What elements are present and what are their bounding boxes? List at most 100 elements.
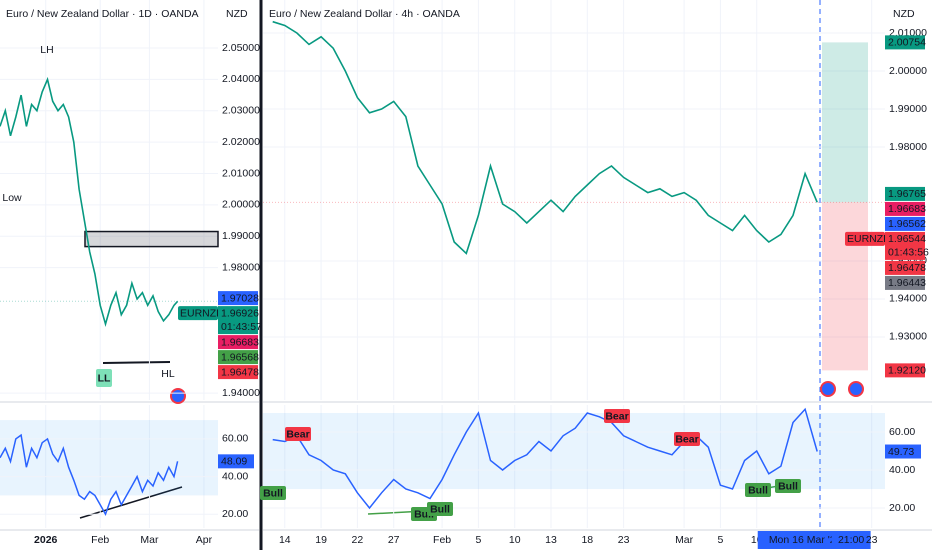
price-tag-bg [885, 216, 925, 231]
event-icon[interactable] [848, 381, 864, 397]
trendline [79, 486, 183, 519]
currency-label: NZD [226, 8, 248, 20]
x-tick-label: 14 [279, 534, 291, 546]
last-price-tag-bg [218, 306, 258, 335]
rsi-last-bg [885, 444, 921, 459]
annotation-bg [96, 369, 112, 387]
stop-loss-tag-bg [885, 363, 925, 378]
event-icon[interactable] [170, 388, 186, 404]
y-tick-label: 1.98000 [889, 141, 927, 153]
rsi-last-label: 49.73 [888, 446, 914, 458]
x-tick-label: 13 [545, 534, 557, 546]
price-tag-bg [218, 365, 258, 380]
price-tag-bg [885, 186, 925, 201]
zone [84, 230, 219, 248]
price-tag-bg [885, 275, 925, 290]
x-tick-label: Mar [675, 534, 694, 546]
take-profit-zone [822, 42, 868, 203]
symbol-tag-bg [178, 306, 218, 321]
price-tag: 1.96568 [221, 351, 259, 363]
x-tick-label: 10 [751, 534, 763, 546]
event-icon[interactable] [820, 381, 836, 397]
rsi-annotation: Bull [430, 503, 450, 515]
annotation: LL [98, 372, 111, 384]
price-tag: 1.96443 [888, 277, 926, 289]
rsi-annotation-bg [745, 483, 771, 497]
rsi-annotation-bg [285, 427, 311, 441]
rsi-tick-label: 40.00 [222, 470, 248, 482]
x-tick-label: Apr [196, 534, 213, 546]
rsi-annotation: Bull [263, 487, 283, 499]
price-tag: 1.96562 [888, 218, 926, 230]
rsi-annotation-bg [775, 479, 801, 493]
rsi-band [263, 412, 885, 490]
rsi-annotation-bg [674, 432, 700, 446]
x-tick-label: Feb [91, 534, 109, 546]
rsi-annotation: Bull [748, 484, 768, 496]
rsi-line [0, 433, 179, 517]
rsi-band [0, 420, 218, 496]
rsi-last-bg [218, 454, 254, 469]
x-tick-label: 19 [315, 534, 327, 546]
rsi-tick-label: 20.00 [222, 508, 248, 520]
x-cursor-label-bg [831, 531, 871, 549]
symbol-tag: EURNZD [847, 233, 891, 245]
rsi-annotation-bg [604, 409, 630, 423]
x-tick-label: 23 [866, 534, 878, 546]
countdown: 01:43:56 [888, 247, 929, 259]
annotation: LH [40, 44, 53, 56]
y-tick-label: 2.02000 [222, 136, 260, 148]
y-tick-label: 1.93000 [889, 331, 927, 343]
price-tag: 1.96765 [888, 188, 926, 200]
price-tag: 1.97028 [221, 292, 259, 304]
price-tag: 1.96683 [221, 336, 259, 348]
trendline [102, 361, 171, 364]
price-tag: 1.96683 [888, 203, 926, 215]
x-cursor-label: 21:00 [838, 534, 864, 546]
chart-title: Euro / New Zealand Dollar · 4h · OANDA [269, 8, 460, 20]
rsi-annotation-bg [427, 502, 453, 516]
currency-label: NZD [893, 8, 915, 20]
take-profit-tag: 2.00754 [888, 37, 926, 49]
x-tick-label: 18 [581, 534, 593, 546]
annotation: Low [2, 192, 22, 204]
rsi-tick-label: 20.00 [889, 502, 915, 514]
last-price-tag: 1.96926 [221, 307, 259, 319]
y-tick-label: 1.99000 [222, 230, 260, 242]
x-tick-label: 22 [352, 534, 364, 546]
price-line [0, 76, 179, 328]
last-price-tag-bg [885, 231, 925, 260]
take-profit-tag-bg [885, 35, 925, 50]
price-tag-bg [218, 350, 258, 365]
y-tick-label: 2.05000 [222, 42, 260, 54]
y-tick-label: 2.03000 [222, 105, 260, 117]
price-tag-bg [218, 291, 258, 306]
rsi-annotation: Bear [286, 428, 309, 440]
price-tag-bg [885, 260, 925, 275]
x-tick-label: Feb [433, 534, 451, 546]
rsi-annotation: Bear [675, 433, 698, 445]
y-tick-label: 1.94000 [222, 387, 260, 399]
countdown: 01:43:57 [221, 321, 262, 333]
y-tick-label: 1.94000 [889, 293, 927, 305]
price-tag: 1.96478 [888, 262, 926, 274]
symbol-tag-bg [845, 231, 885, 246]
x-tick-label: 10 [509, 534, 521, 546]
rsi-last-label: 48.09 [221, 456, 247, 468]
rsi-annotation-bg [260, 486, 286, 500]
stop-loss-tag: 1.92120 [888, 365, 926, 377]
rsi-tick-label: 40.00 [889, 464, 915, 476]
stop-loss-zone [822, 202, 868, 371]
price-tag-bg [885, 201, 925, 216]
annotation: HL [161, 368, 175, 380]
y-tick-label: 2.00000 [222, 199, 260, 211]
y-tick-label: 2.00000 [889, 65, 927, 77]
y-tick-label: 1.98000 [222, 261, 260, 273]
price-tag-bg [218, 335, 258, 350]
price-line [272, 20, 818, 255]
rsi-annotation: Bull [778, 480, 798, 492]
x-tick-label: 5 [718, 534, 724, 546]
